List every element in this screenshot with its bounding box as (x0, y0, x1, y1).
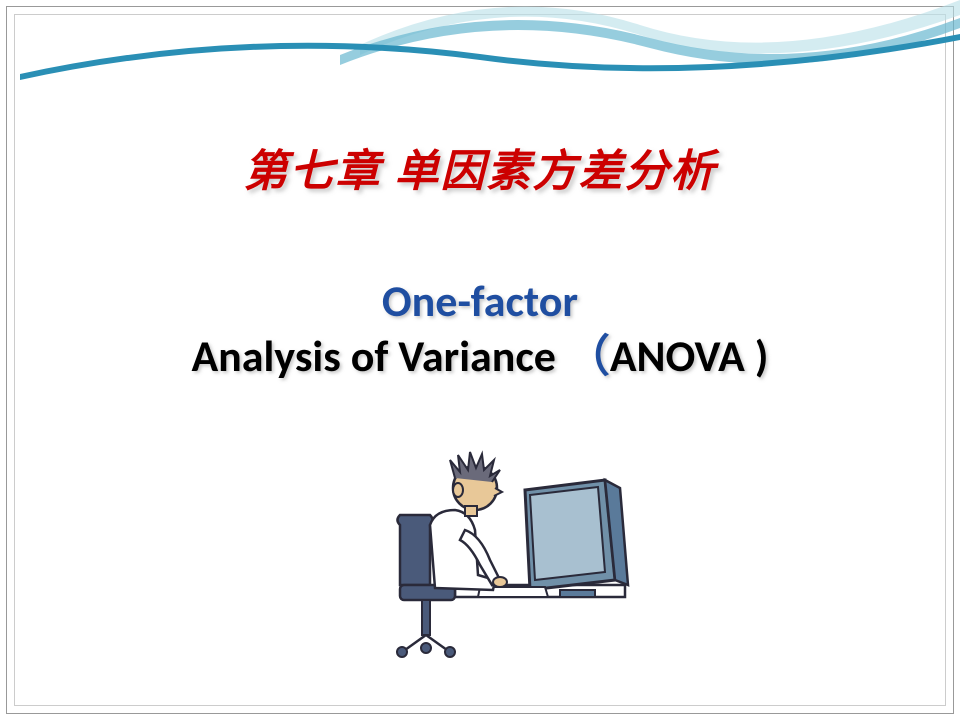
subtitle-paren-open: （ (566, 329, 610, 383)
person-at-computer-icon (380, 430, 630, 660)
chapter-title: 第七章 单因素方差分析 (0, 135, 960, 199)
subtitle-block: One-factor Analysis of Variance （ANOVA ) (0, 275, 960, 385)
subtitle-line2: Analysis of Variance （ANOVA ) (0, 328, 960, 385)
subtitle-line1: One-factor (0, 275, 960, 328)
subtitle-text-b: ANOVA ) (610, 329, 769, 383)
subtitle-text-a: Analysis of Variance (192, 329, 566, 383)
